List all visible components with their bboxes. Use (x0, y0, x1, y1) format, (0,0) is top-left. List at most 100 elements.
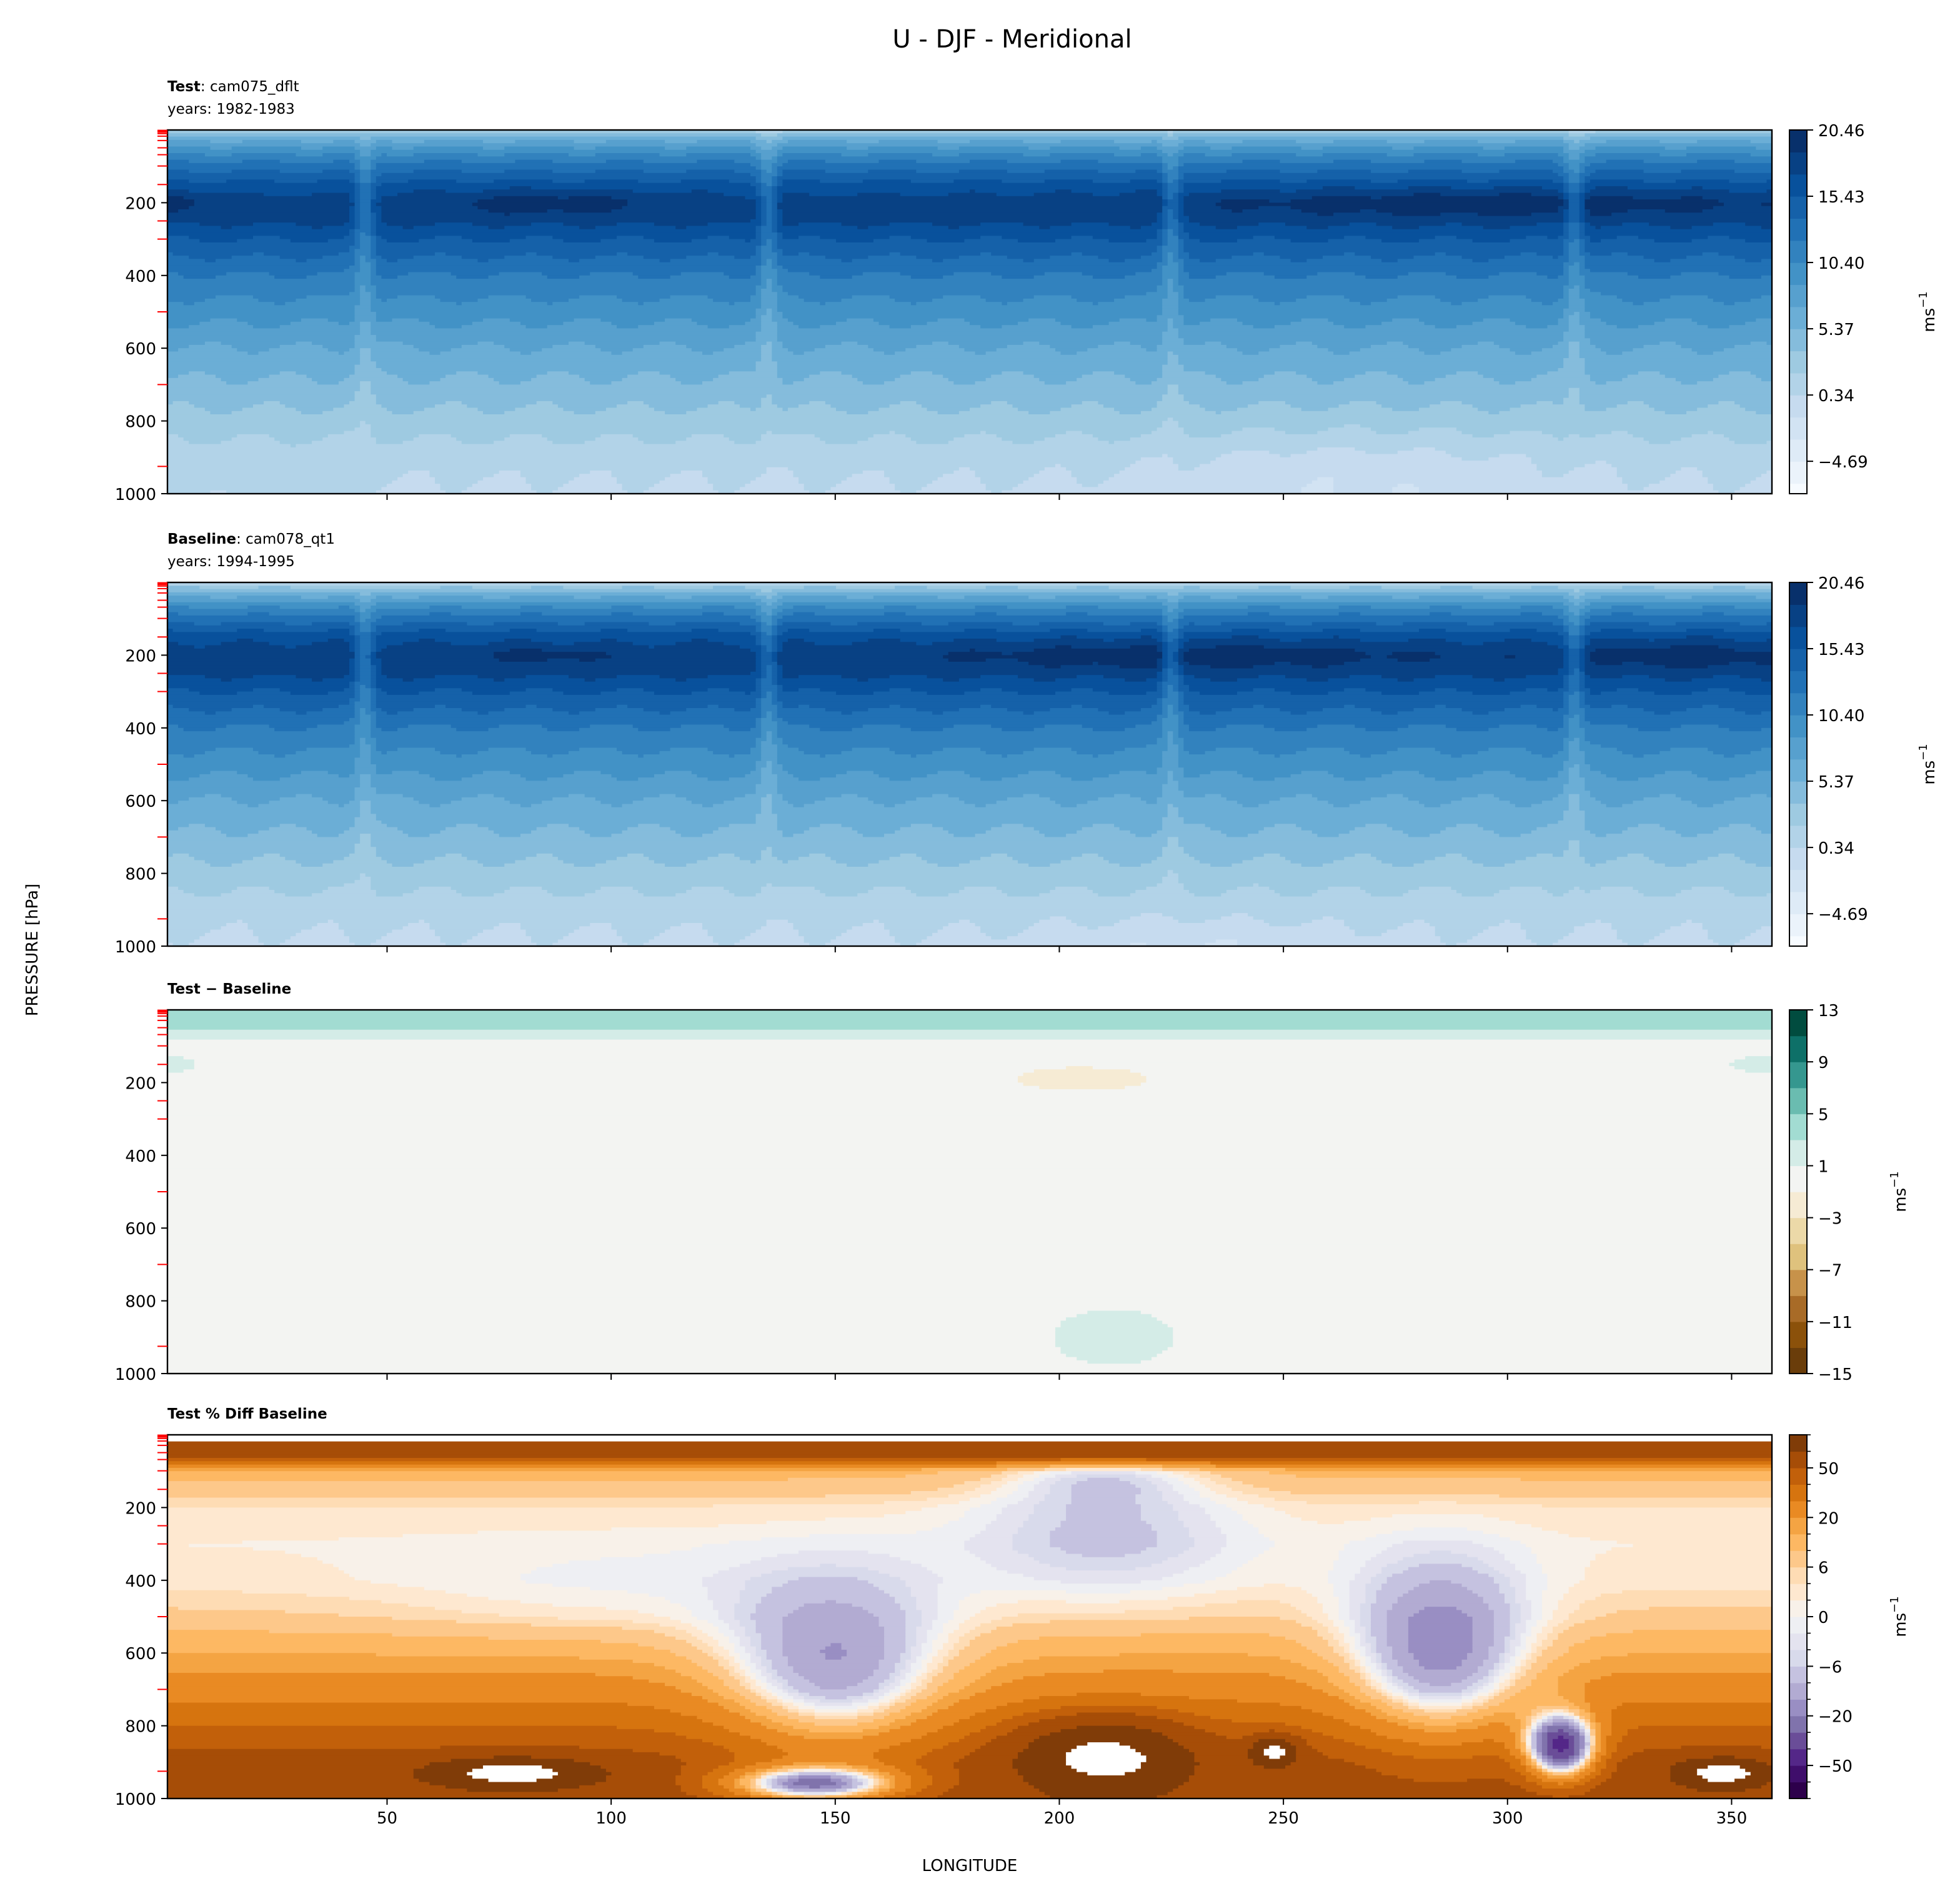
contour-band-segment (1365, 451, 1398, 455)
contour-band-segment (868, 344, 917, 349)
contour-band-segment (1627, 704, 1703, 709)
contour-band-segment (782, 860, 788, 864)
contour-band-segment (189, 189, 356, 194)
contour-band-segment (1435, 688, 1457, 692)
contour-band-segment (958, 256, 1008, 260)
contour-band-segment (868, 169, 917, 174)
contour-band-segment (574, 596, 602, 600)
contour-band-segment (777, 209, 784, 214)
contour-band-segment (1568, 781, 1586, 785)
contour-band-segment (445, 629, 510, 633)
contour-band-segment (777, 153, 784, 157)
contour-band-segment (1253, 236, 1275, 240)
contour-band-segment (1568, 172, 1580, 177)
contour-band-segment (1242, 804, 1260, 808)
contour-band-segment (1440, 401, 1463, 405)
contour-band-segment (766, 612, 773, 616)
contour-band-segment (777, 186, 1163, 191)
contour-band-segment (1188, 724, 1227, 729)
contour-band-segment (371, 757, 762, 762)
contour-band-segment (1440, 830, 1495, 834)
contour-band-segment (1183, 222, 1200, 227)
contour-band-segment (552, 708, 596, 712)
contour-band-segment (494, 341, 569, 346)
contour-band-segment (371, 731, 762, 736)
contour-band-segment (1547, 824, 1586, 828)
contour-band-segment (1162, 784, 1179, 788)
contour-band-segment (761, 474, 794, 478)
contour-band-segment (1290, 661, 1345, 666)
contour-band-segment (772, 358, 1168, 362)
contour-band-segment (750, 671, 762, 676)
contour-band-segment (761, 807, 773, 811)
contour-band-segment (1510, 239, 1564, 243)
contour-band-segment (1616, 467, 1682, 471)
contour-band-segment (1574, 467, 1618, 471)
contour-band-segment (1499, 797, 1553, 801)
contour-band-segment (1579, 804, 1607, 808)
contour-band-segment (1750, 751, 1773, 755)
contour-band-segment (1173, 212, 1179, 217)
contour-band-segment (1355, 252, 1436, 256)
contour-band-segment (167, 295, 216, 299)
contour-band-segment (873, 771, 938, 775)
contour-band-segment (1574, 312, 1580, 316)
contour-band-segment (772, 265, 784, 270)
contour-band-segment (1157, 288, 1168, 293)
contour-band-segment (772, 239, 778, 243)
contour-band-segment (167, 285, 356, 289)
contour-band-segment (360, 837, 372, 841)
contour-band-segment (611, 606, 644, 610)
contour-band-segment (927, 860, 970, 864)
contour-band-segment (483, 771, 510, 775)
contour-band-segment (1152, 721, 1163, 726)
contour-band-segment (1664, 209, 1703, 214)
contour-band-segment (494, 474, 521, 478)
contour-band-segment (1643, 344, 1682, 349)
contour-band-segment (354, 199, 361, 204)
contour-band-segment (739, 487, 805, 491)
contour-band-segment (167, 236, 190, 240)
contour-band-segment (1162, 698, 1179, 702)
contour-band-segment (1290, 321, 1334, 326)
contour-band-segment (782, 767, 1158, 772)
contour-band-segment (1440, 655, 1505, 659)
contour-band-segment (1173, 609, 1185, 613)
contour-band-segment (1002, 325, 1072, 329)
contour-band-segment (371, 612, 430, 616)
contour-band-segment (557, 622, 585, 626)
contour-band-segment (1563, 169, 1575, 174)
contour-band-segment (1729, 661, 1757, 666)
contour-band-segment (777, 252, 784, 256)
contour-band-segment (1563, 704, 1569, 709)
contour-band-segment (734, 441, 757, 445)
contour-band-segment (777, 777, 799, 782)
contour-band-segment (980, 252, 992, 256)
contour-band-segment (1237, 348, 1270, 352)
contour-band-segment (349, 216, 356, 220)
contour-band-segment (371, 262, 377, 266)
contour-band-segment (1579, 202, 1586, 207)
contour-band-segment (1601, 348, 1634, 352)
contour-band-segment (825, 708, 869, 712)
contour-band-segment (1002, 236, 1072, 240)
contour-band-segment (1215, 711, 1291, 716)
contour-band-segment (402, 794, 479, 798)
contour-band-segment (777, 638, 788, 643)
contour-band-segment (365, 619, 377, 623)
contour-band-segment (1178, 162, 1185, 167)
contour-band-segment (787, 407, 837, 412)
contour-band-segment (1584, 259, 1655, 263)
contour-band-segment (488, 711, 569, 716)
contour-band-segment (777, 747, 799, 752)
contour-band-segment (820, 437, 869, 442)
contour-band-segment (290, 774, 339, 778)
contour-band-segment (750, 256, 762, 260)
contour-band-segment (782, 602, 1163, 606)
contour-band-segment (1541, 470, 1569, 475)
contour-band-segment (1702, 704, 1719, 709)
contour-band-segment (1018, 860, 1062, 864)
contour-band-segment (167, 638, 238, 643)
contour-band-segment (461, 441, 494, 445)
contour-band-segment (927, 484, 987, 488)
